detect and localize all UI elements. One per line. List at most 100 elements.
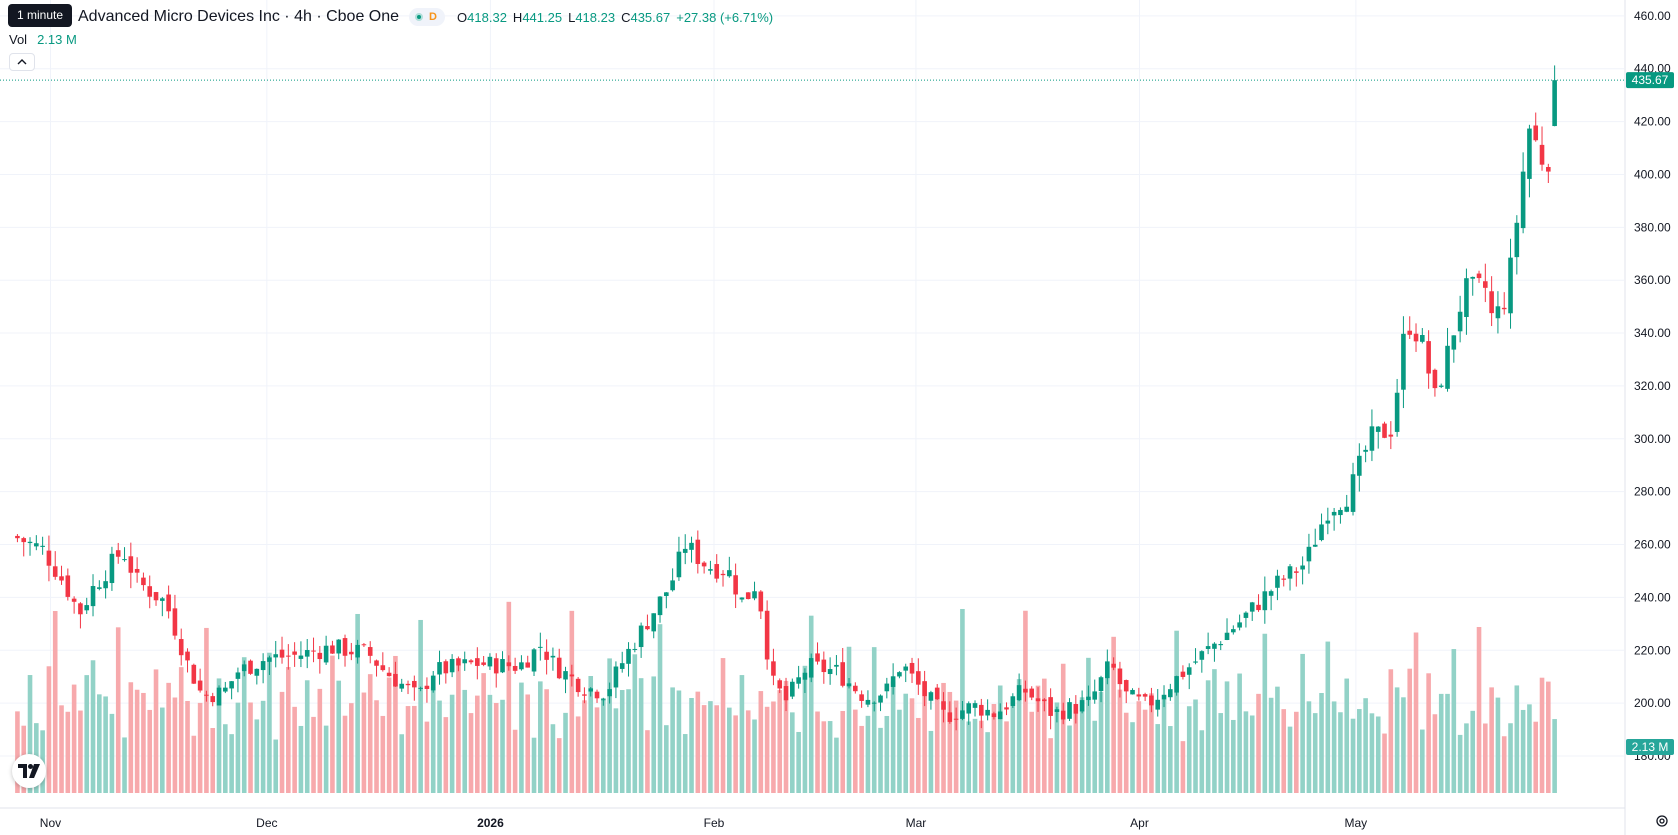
candle-body [292,651,297,655]
candle-body [916,671,921,685]
volume-bar [1363,698,1368,793]
candle-body [1054,709,1060,712]
market-open-icon [415,13,424,21]
volume-bar [1205,680,1211,793]
volume-bar [178,667,184,793]
candle-body [632,648,638,650]
candle-body [1275,575,1280,588]
volume-bar [802,665,808,793]
candle-body [1136,694,1142,697]
candle-body [147,586,153,597]
y-tick-label: 340.00 [1634,326,1671,340]
candle-body [235,672,241,679]
volume-bar [59,705,64,793]
candle-body [1464,278,1469,318]
volume-bar [241,657,247,793]
volume-bar [1117,689,1123,793]
candle-body [405,683,411,686]
candle-body [260,661,266,671]
volume-bar [1193,699,1198,793]
volume-bar [1508,723,1513,793]
candle-body [1350,474,1356,512]
volume-bar [273,739,279,793]
volume-bar [115,627,121,793]
volume-bar [197,702,203,793]
volume-bar [1149,693,1154,793]
volume-bar [311,716,316,793]
volume-bar [1350,718,1356,793]
candle-body [1060,710,1066,720]
symbol-title[interactable]: Advanced Micro Devices Inc · 4h · Cboe O… [78,8,400,25]
tradingview-logo[interactable] [12,754,46,788]
candle-body [1476,273,1482,279]
volume-bar [1105,666,1110,793]
candle-body [871,702,877,704]
candle-body [764,610,770,660]
candle-body [210,696,216,703]
volume-bar [1413,632,1419,793]
candle-body [953,718,959,720]
volume-bar [985,732,990,793]
candle-body [922,681,927,697]
candle-body [859,694,864,701]
candle-body [204,694,209,696]
x-tick-label: Nov [40,816,61,830]
candle-body [153,592,159,601]
candle-body [1294,571,1299,573]
volume-bar [695,691,701,793]
volume-bar [682,734,688,793]
candle-body [1174,676,1179,693]
candle-body [109,553,115,584]
candle-body [1426,341,1431,374]
volume-bar [1300,653,1305,793]
volume-bar [449,694,455,793]
market-status[interactable]: D [409,8,446,26]
candle-body [449,658,455,673]
interval-tooltip: 1 minute [8,4,73,27]
candle-body [1123,680,1129,692]
candle-body [853,685,858,692]
candle-body [229,681,234,689]
ohlc-high: H441.25 [512,9,563,25]
volume-bar [418,619,423,793]
volume-bar [966,721,972,793]
volume-bar [367,674,373,793]
candle-body [115,550,121,557]
candle-body [651,613,657,632]
candle-body [1130,689,1135,695]
candle-body [1331,511,1337,516]
candle-body [1168,689,1173,698]
volume-bar [664,725,669,793]
candle-body [367,647,373,656]
candle-body [531,649,537,672]
candle-body [1010,696,1016,706]
candle-body [1407,330,1413,335]
candle-body [626,648,631,664]
candle-body [481,662,486,665]
candle-body [1212,643,1217,649]
candle-body [1256,604,1261,611]
candle-body [966,703,972,714]
volume-bar [1552,719,1557,793]
volume-bar [1470,710,1476,793]
volume-bar [267,652,272,793]
volume-bar [1369,713,1375,793]
volume-bar [790,712,795,793]
candle-body [682,548,688,553]
collapse-legend-button[interactable] [9,53,35,71]
gear-icon[interactable] [1654,813,1670,829]
volume-bar [1130,722,1135,793]
candle-body [160,598,165,601]
volume-bar [134,689,140,793]
volume-bar [1048,738,1053,793]
volume-bar [771,701,776,793]
volume-bar [1231,719,1236,793]
volume-bar [1136,701,1142,793]
candle-body [890,676,896,687]
candle-body [1281,578,1287,580]
candle-body [1508,257,1513,314]
volume-bar [84,675,90,793]
candle-body [947,712,953,722]
